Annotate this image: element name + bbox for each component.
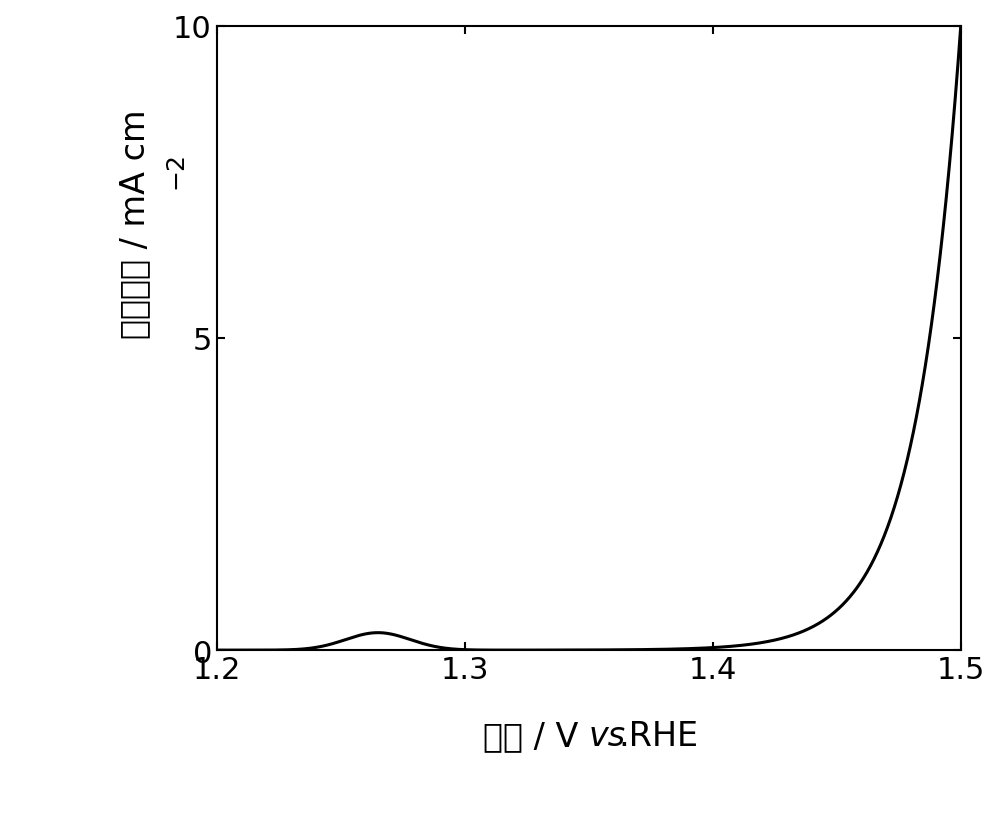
Text: 电压 / V: 电压 / V — [483, 719, 589, 752]
Text: .RHE: .RHE — [619, 719, 699, 752]
Text: −2: −2 — [164, 151, 188, 189]
Text: vs: vs — [589, 719, 626, 752]
Text: 电流密度 / mA cm: 电流密度 / mA cm — [118, 109, 151, 339]
